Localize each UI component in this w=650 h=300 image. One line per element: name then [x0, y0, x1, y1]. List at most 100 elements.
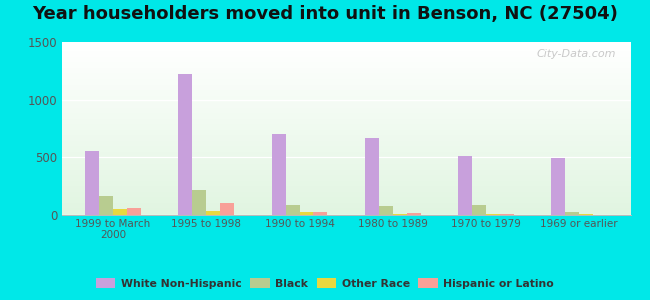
Bar [313, 212, 328, 214]
Bar [62, 179, 630, 180]
Bar [62, 94, 630, 95]
Bar [62, 129, 630, 130]
Bar [62, 122, 630, 123]
Bar [62, 149, 630, 150]
Bar [62, 205, 630, 206]
Text: City-Data.com: City-Data.com [537, 49, 616, 59]
Bar [62, 75, 630, 76]
Bar [62, 194, 630, 195]
Bar [62, 162, 630, 163]
Bar [62, 77, 630, 78]
Bar [62, 93, 630, 94]
Bar [62, 43, 630, 44]
Bar [127, 208, 141, 214]
Bar [206, 211, 220, 214]
Bar [62, 177, 630, 178]
Bar [62, 152, 630, 153]
Bar [62, 102, 630, 103]
Bar [62, 81, 630, 82]
Bar [379, 206, 393, 214]
Bar [62, 146, 630, 147]
Bar [62, 91, 630, 92]
Bar [62, 140, 630, 141]
Bar [62, 53, 630, 54]
Bar [62, 183, 630, 184]
Bar [62, 192, 630, 193]
Bar [62, 201, 630, 202]
Bar [62, 125, 630, 126]
Bar [62, 109, 630, 110]
Bar [62, 127, 630, 128]
Bar [62, 107, 630, 108]
Bar [62, 195, 630, 196]
Bar [285, 205, 300, 214]
Bar [62, 110, 630, 111]
Bar [62, 202, 630, 203]
Bar [62, 78, 630, 79]
Bar [62, 135, 630, 136]
Bar [62, 209, 630, 210]
Bar [62, 123, 630, 124]
Bar [62, 51, 630, 52]
Bar [566, 212, 579, 214]
Bar [62, 124, 630, 125]
Bar [62, 80, 630, 81]
Bar [62, 44, 630, 45]
Bar [220, 203, 234, 214]
Bar [62, 207, 630, 208]
Bar [62, 180, 630, 181]
Bar [62, 90, 630, 91]
Bar [62, 150, 630, 151]
Bar [62, 126, 630, 127]
Bar [62, 88, 630, 89]
Bar [62, 143, 630, 144]
Bar [62, 212, 630, 213]
Bar [62, 142, 630, 143]
Bar [62, 92, 630, 93]
Bar [62, 112, 630, 113]
Bar [62, 174, 630, 175]
Bar [62, 208, 630, 209]
Bar [62, 161, 630, 162]
Bar [551, 158, 566, 214]
Bar [62, 173, 630, 174]
Bar [62, 62, 630, 63]
Bar [62, 148, 630, 149]
Bar [62, 50, 630, 51]
Bar [62, 181, 630, 182]
Bar [62, 82, 630, 83]
Bar [62, 67, 630, 68]
Bar [62, 131, 630, 132]
Bar [62, 197, 630, 198]
Bar [113, 209, 127, 214]
Bar [99, 196, 113, 214]
Text: Year householders moved into unit in Benson, NC (27504): Year householders moved into unit in Ben… [32, 4, 618, 22]
Bar [62, 166, 630, 167]
Bar [62, 59, 630, 60]
Bar [62, 153, 630, 154]
Bar [62, 144, 630, 145]
Bar [62, 104, 630, 105]
Bar [62, 176, 630, 177]
Bar [62, 158, 630, 159]
Bar [62, 184, 630, 185]
Bar [62, 185, 630, 186]
Bar [272, 134, 285, 214]
Bar [62, 83, 630, 84]
Bar [62, 60, 630, 61]
Bar [62, 99, 630, 100]
Bar [62, 128, 630, 129]
Bar [62, 106, 630, 107]
Bar [62, 182, 630, 183]
Legend: White Non-Hispanic, Black, Other Race, Hispanic or Latino: White Non-Hispanic, Black, Other Race, H… [92, 274, 558, 293]
Bar [62, 186, 630, 187]
Bar [62, 165, 630, 166]
Bar [407, 213, 421, 214]
Bar [62, 187, 630, 188]
Bar [62, 69, 630, 70]
Bar [62, 79, 630, 80]
Bar [62, 121, 630, 122]
Bar [62, 65, 630, 66]
Bar [62, 49, 630, 50]
Bar [62, 70, 630, 71]
